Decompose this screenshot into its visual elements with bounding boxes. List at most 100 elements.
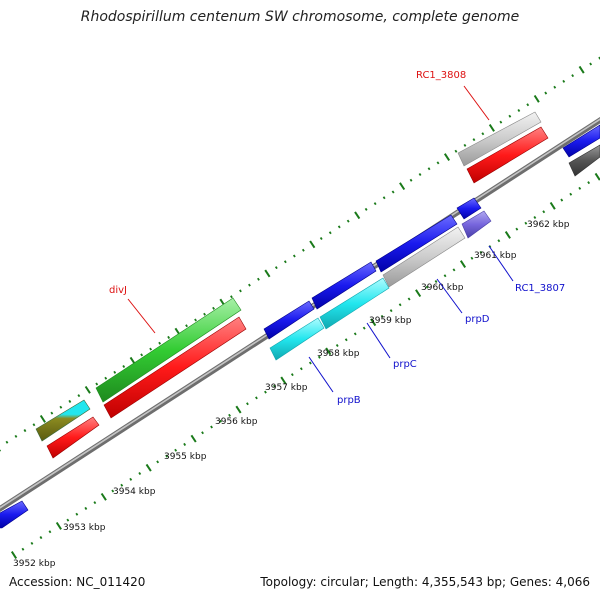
label-prpc[interactable]: prpC <box>393 359 417 370</box>
inner-tick <box>55 521 62 530</box>
gene-red-reverse-3[interactable] <box>466 126 549 184</box>
map-title: Rhodospirillum centenum SW chromosome, c… <box>80 9 520 25</box>
gene-red-reverse-1[interactable] <box>46 416 100 459</box>
outer-tick <box>158 341 162 345</box>
gene-features <box>0 111 600 529</box>
outer-tick <box>346 219 350 223</box>
outer-tick <box>68 399 72 403</box>
inner-tick <box>344 338 348 342</box>
callout-line-divj <box>127 298 156 334</box>
outer-tick <box>292 254 296 258</box>
callout-line-prpd <box>436 278 463 314</box>
inner-tick <box>219 419 222 423</box>
label-rc1-3808[interactable]: RC1_3808 <box>416 70 466 81</box>
outer-tick <box>427 167 431 171</box>
inner-tick <box>308 361 312 365</box>
outer-tick <box>328 231 332 235</box>
inner-tick <box>39 536 43 540</box>
outer-tick <box>533 94 540 103</box>
scale-label-3957: 3957 kbp <box>265 383 308 393</box>
outer-tick <box>544 91 548 95</box>
inner-tick <box>273 384 276 388</box>
gene-dark-reverse[interactable] <box>568 144 600 177</box>
inner-tick <box>145 463 152 472</box>
gene-blue-forward-5[interactable] <box>562 124 600 158</box>
inner-tick <box>325 347 332 356</box>
inner-tick <box>165 454 169 458</box>
inner-tick <box>407 297 411 301</box>
outer-tick <box>399 182 406 191</box>
gene-blue-forward-3[interactable] <box>375 214 458 273</box>
gene-blue-forward-4[interactable] <box>456 197 482 220</box>
outer-tick <box>274 266 278 270</box>
outer-tick <box>32 423 36 427</box>
gene-blue-forward-2[interactable] <box>311 261 377 310</box>
inner-tick <box>21 547 25 551</box>
outer-tick <box>382 196 386 200</box>
inner-tick <box>93 501 97 505</box>
gene-cyan-olive[interactable] <box>35 399 91 442</box>
gene-blue-forward-1[interactable] <box>263 300 315 340</box>
gene-divj[interactable] <box>95 297 242 403</box>
scale-labels: 3952 kbp 3953 kbp 3954 kbp 3955 kbp 3956… <box>13 220 570 569</box>
outer-tick <box>418 173 422 176</box>
inner-tick <box>415 289 422 298</box>
outer-tick <box>5 440 9 444</box>
inner-tick <box>515 227 519 231</box>
label-rc1-3807[interactable]: RC1_3807 <box>515 283 565 294</box>
outer-tick <box>14 434 18 438</box>
inner-tick <box>443 274 447 278</box>
label-prpd[interactable]: prpD <box>465 314 490 325</box>
inner-tick <box>459 260 467 268</box>
outer-tick <box>488 124 495 132</box>
gene-prpc[interactable] <box>319 277 390 330</box>
inner-tick <box>190 434 197 443</box>
outer-tick <box>77 394 81 398</box>
inner-tick <box>389 309 393 313</box>
inner-tick <box>370 318 377 327</box>
callout-line-rc1-3808 <box>463 85 490 121</box>
inner-tick <box>398 303 402 307</box>
outer-tick <box>589 62 593 66</box>
inner-tick <box>504 231 511 239</box>
outer-tick <box>578 65 585 74</box>
gene-rc1-3807[interactable] <box>461 210 492 239</box>
inner-tick <box>353 332 357 336</box>
inner-tick <box>264 390 267 394</box>
outer-tick <box>364 207 368 211</box>
inner-tick <box>569 192 573 196</box>
inner-tick <box>129 477 133 481</box>
inner-tick <box>10 551 18 559</box>
gene-red-reverse-2[interactable] <box>103 316 247 419</box>
gene-prpd[interactable] <box>382 226 466 288</box>
label-prpb[interactable]: prpB <box>337 395 361 406</box>
outer-tick <box>526 103 530 107</box>
outer-tick <box>454 149 458 153</box>
outer-tick <box>354 211 361 220</box>
gene-labels: divJ RC1_3808 prpB prpC prpD RC1_3807 <box>109 70 565 406</box>
gene-callouts <box>127 85 514 393</box>
inner-tick <box>479 250 483 254</box>
outer-tick <box>508 114 512 118</box>
gene-rc1-3808[interactable] <box>457 111 542 167</box>
inner-tick <box>317 355 321 359</box>
inner-tick <box>210 425 213 429</box>
outer-tick <box>571 74 575 78</box>
label-divj[interactable]: divJ <box>109 285 127 296</box>
gene-prpb[interactable] <box>269 317 325 361</box>
inner-tick <box>335 344 339 347</box>
inner-tick-ring <box>10 172 600 559</box>
inner-tick <box>246 402 249 406</box>
outer-tick <box>140 353 144 357</box>
outer-tick <box>95 382 99 386</box>
inner-tick <box>594 172 600 181</box>
inner-tick <box>362 326 366 330</box>
gene-blue-reverse-left[interactable] <box>0 500 29 529</box>
inner-tick <box>280 376 287 385</box>
genome-summary-text: Topology: circular; Length: 4,355,543 bp… <box>260 575 590 589</box>
scale-label-3953: 3953 kbp <box>63 523 106 533</box>
outer-tick <box>149 347 153 351</box>
inner-tick <box>524 221 528 225</box>
inner-tick <box>587 181 591 185</box>
